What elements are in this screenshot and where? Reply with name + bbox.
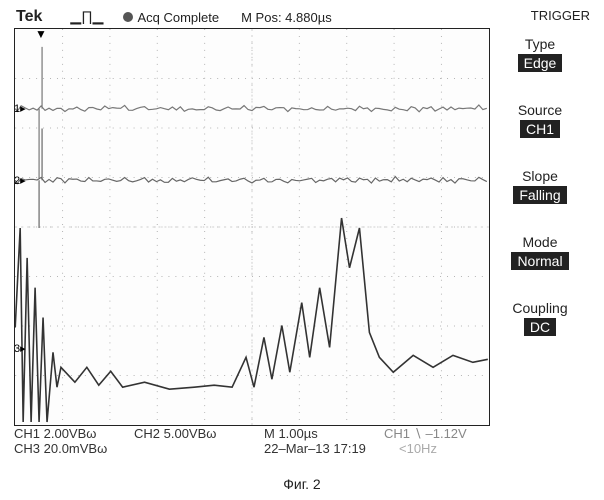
ch2-marker: 2▸ (14, 174, 29, 187)
menu-item-source[interactable]: Source CH1 (490, 102, 590, 138)
acq-status-text: Acq Complete (137, 10, 219, 25)
menu-label: Source (490, 102, 590, 118)
menu-title: TRIGGER (531, 8, 590, 23)
ch1-scale: CH1 2.00VBω (14, 426, 134, 441)
menu-item-coupling[interactable]: Coupling DC (490, 300, 590, 336)
ch3-scale: CH3 20.0mVBω (14, 441, 264, 456)
menu-value: Normal (511, 252, 568, 270)
menu-item-mode[interactable]: Mode Normal (490, 234, 590, 270)
menu-value: CH1 (520, 120, 560, 138)
menu-label: Slope (490, 168, 590, 184)
menu-value: DC (524, 318, 556, 336)
menu-label: Type (490, 36, 590, 52)
waveform-display: ▼ 1▸ 2▸ 3▸ ◂ (14, 28, 490, 426)
menu-item-type[interactable]: Type Edge (490, 36, 590, 72)
menu-value: Falling (513, 186, 566, 204)
menu-item-slope[interactable]: Slope Falling (490, 168, 590, 204)
trigger-menu: Type Edge Source CH1 Slope Falling Mode … (490, 28, 590, 426)
top-status-bar: Tek ▁∏▁ Acq Complete M Pos: 4.880µs TRIG… (14, 6, 590, 28)
datetime-readout: 22–Mar–13 17:19 (264, 441, 399, 456)
m-position-readout: M Pos: 4.880µs (241, 10, 332, 25)
menu-label: Mode (490, 234, 590, 250)
figure-caption: Фиг. 2 (0, 476, 604, 492)
pulse-icon: ▁∏▁ (70, 8, 103, 25)
menu-value: Edge (518, 54, 563, 72)
ch3-marker: 3▸ (14, 342, 29, 355)
ch2-scale: CH2 5.00VBω (134, 426, 264, 441)
timebase-readout: M 1.00µs (264, 426, 384, 441)
acq-status-icon (123, 12, 133, 22)
frequency-readout: <10Hz (399, 441, 437, 456)
waveform-svg (15, 29, 489, 425)
ch1-marker: 1▸ (14, 102, 29, 115)
trigger-readout: CH1 ∖ –1.12V (384, 426, 467, 442)
bottom-readout-bar: CH1 2.00VBω CH2 5.00VBω M 1.00µs CH1 ∖ –… (14, 426, 590, 456)
brand-logo: Tek (14, 8, 42, 26)
menu-label: Coupling (490, 300, 590, 316)
